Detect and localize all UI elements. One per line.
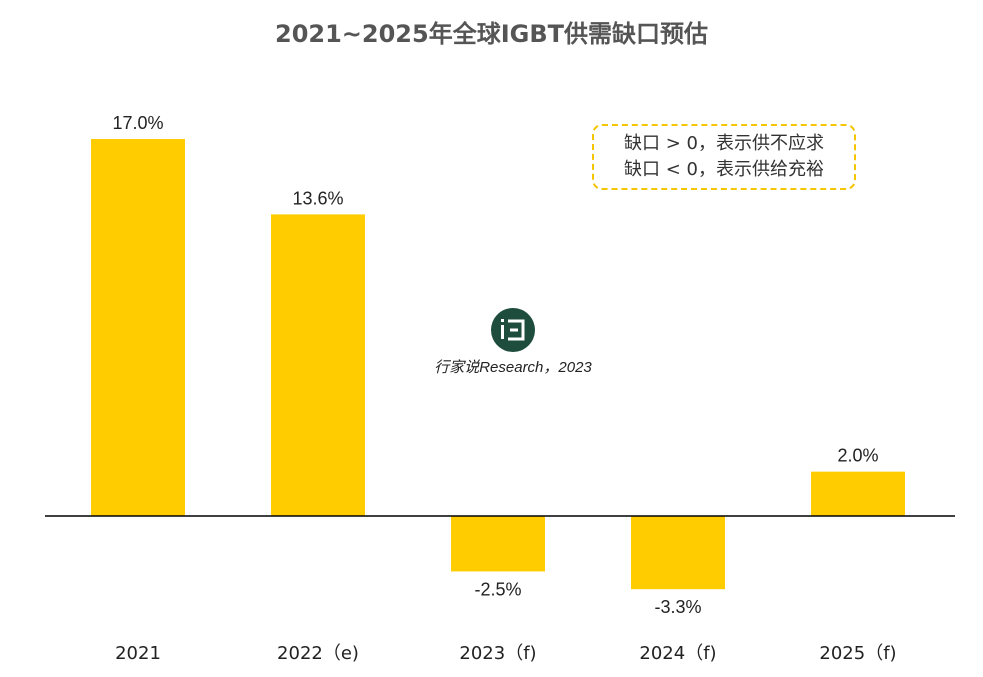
chart-title: 2021~2025年全球IGBT供需缺口预估 xyxy=(275,20,708,48)
data-label: 17.0% xyxy=(112,113,163,133)
legend-note: 缺口 > 0，表示供不应求 缺口 < 0，表示供给充裕 xyxy=(592,124,856,190)
watermark-text: 行家说Research，2023 xyxy=(434,359,592,376)
bar-2025（f) xyxy=(811,471,905,516)
bar-2021 xyxy=(91,139,185,516)
x-tick-label: 2021 xyxy=(115,643,161,664)
brand-logo-icon xyxy=(491,308,535,352)
bar-2024（f) xyxy=(631,516,725,590)
data-label: -2.5% xyxy=(474,579,521,599)
x-tick-label: 2023（f) xyxy=(459,643,536,664)
data-label: -3.3% xyxy=(654,597,701,617)
watermark: 行家说Research，2023 xyxy=(418,308,608,377)
data-label: 2.0% xyxy=(837,446,878,466)
x-tick-label: 2024（f) xyxy=(639,643,716,664)
note-line-1: 缺口 > 0，表示供不应求 xyxy=(624,133,824,154)
data-label: 13.6% xyxy=(292,188,343,208)
note-line-2: 缺口 < 0，表示供给充裕 xyxy=(624,159,824,180)
bar-2022（e) xyxy=(271,214,365,516)
x-tick-label: 2022（e) xyxy=(277,643,359,664)
x-tick-label: 2025（f) xyxy=(819,643,896,664)
bar-2023（f) xyxy=(451,516,545,572)
